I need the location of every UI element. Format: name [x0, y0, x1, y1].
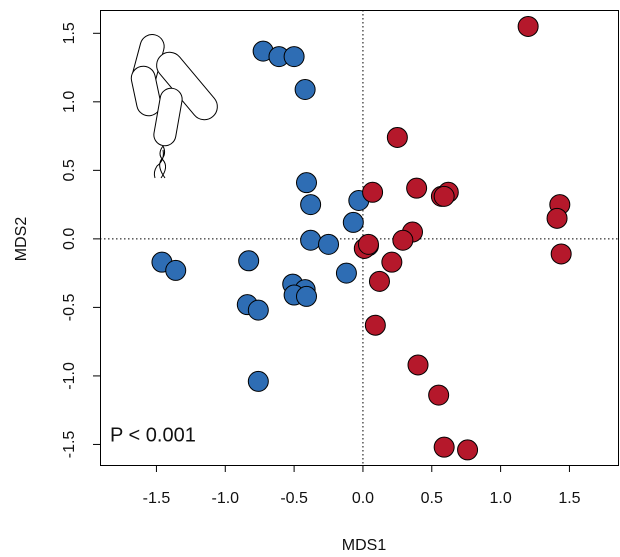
point	[301, 230, 321, 250]
point	[551, 244, 571, 264]
y-tick-label: 1.0	[61, 91, 78, 113]
point	[358, 234, 378, 254]
point	[393, 230, 413, 250]
x-tick-label: 1.0	[489, 490, 511, 507]
point	[547, 208, 567, 228]
point	[301, 195, 321, 215]
chart: MDS2 MDS1 P < 0.001 -1.5 -1.0 -0.5 0.0 0.5 1.…	[0, 0, 620, 557]
point	[296, 173, 316, 193]
point	[429, 385, 449, 405]
point	[166, 260, 186, 280]
x-axis-label: MDS1	[342, 537, 387, 554]
bacteria-icon	[129, 32, 223, 178]
point	[248, 371, 268, 391]
x-tick-label: -0.5	[280, 490, 308, 507]
annotation: P < 0.001	[110, 424, 196, 446]
x-tick-label: 1.5	[558, 490, 580, 507]
point	[382, 252, 402, 272]
point	[284, 47, 304, 67]
y-tick-label: -0.5	[61, 294, 78, 322]
y-tick-label: -1.0	[61, 362, 78, 390]
point	[408, 355, 428, 375]
point	[387, 127, 407, 147]
point	[458, 440, 478, 460]
point	[365, 315, 385, 335]
point	[407, 178, 427, 198]
y-tick-label: -1.5	[61, 431, 78, 459]
y-axis-label: MDS2	[13, 217, 30, 262]
point	[434, 437, 454, 457]
y-tick-label: 0.5	[61, 159, 78, 181]
point	[369, 271, 389, 291]
point	[363, 182, 383, 202]
point	[336, 263, 356, 283]
x-tick-label: 0.0	[352, 490, 374, 507]
point	[239, 251, 259, 271]
point	[319, 234, 339, 254]
point	[295, 79, 315, 99]
x-tick-label: -1.5	[143, 490, 171, 507]
x-tick-label: -1.0	[211, 490, 239, 507]
point	[248, 300, 268, 320]
point	[434, 186, 454, 206]
y-tick-label: 0.0	[61, 228, 78, 250]
point	[518, 16, 538, 36]
x-tick-label: 0.5	[421, 490, 443, 507]
point	[296, 286, 316, 306]
y-tick-label: 1.5	[61, 22, 78, 44]
point	[343, 212, 363, 232]
